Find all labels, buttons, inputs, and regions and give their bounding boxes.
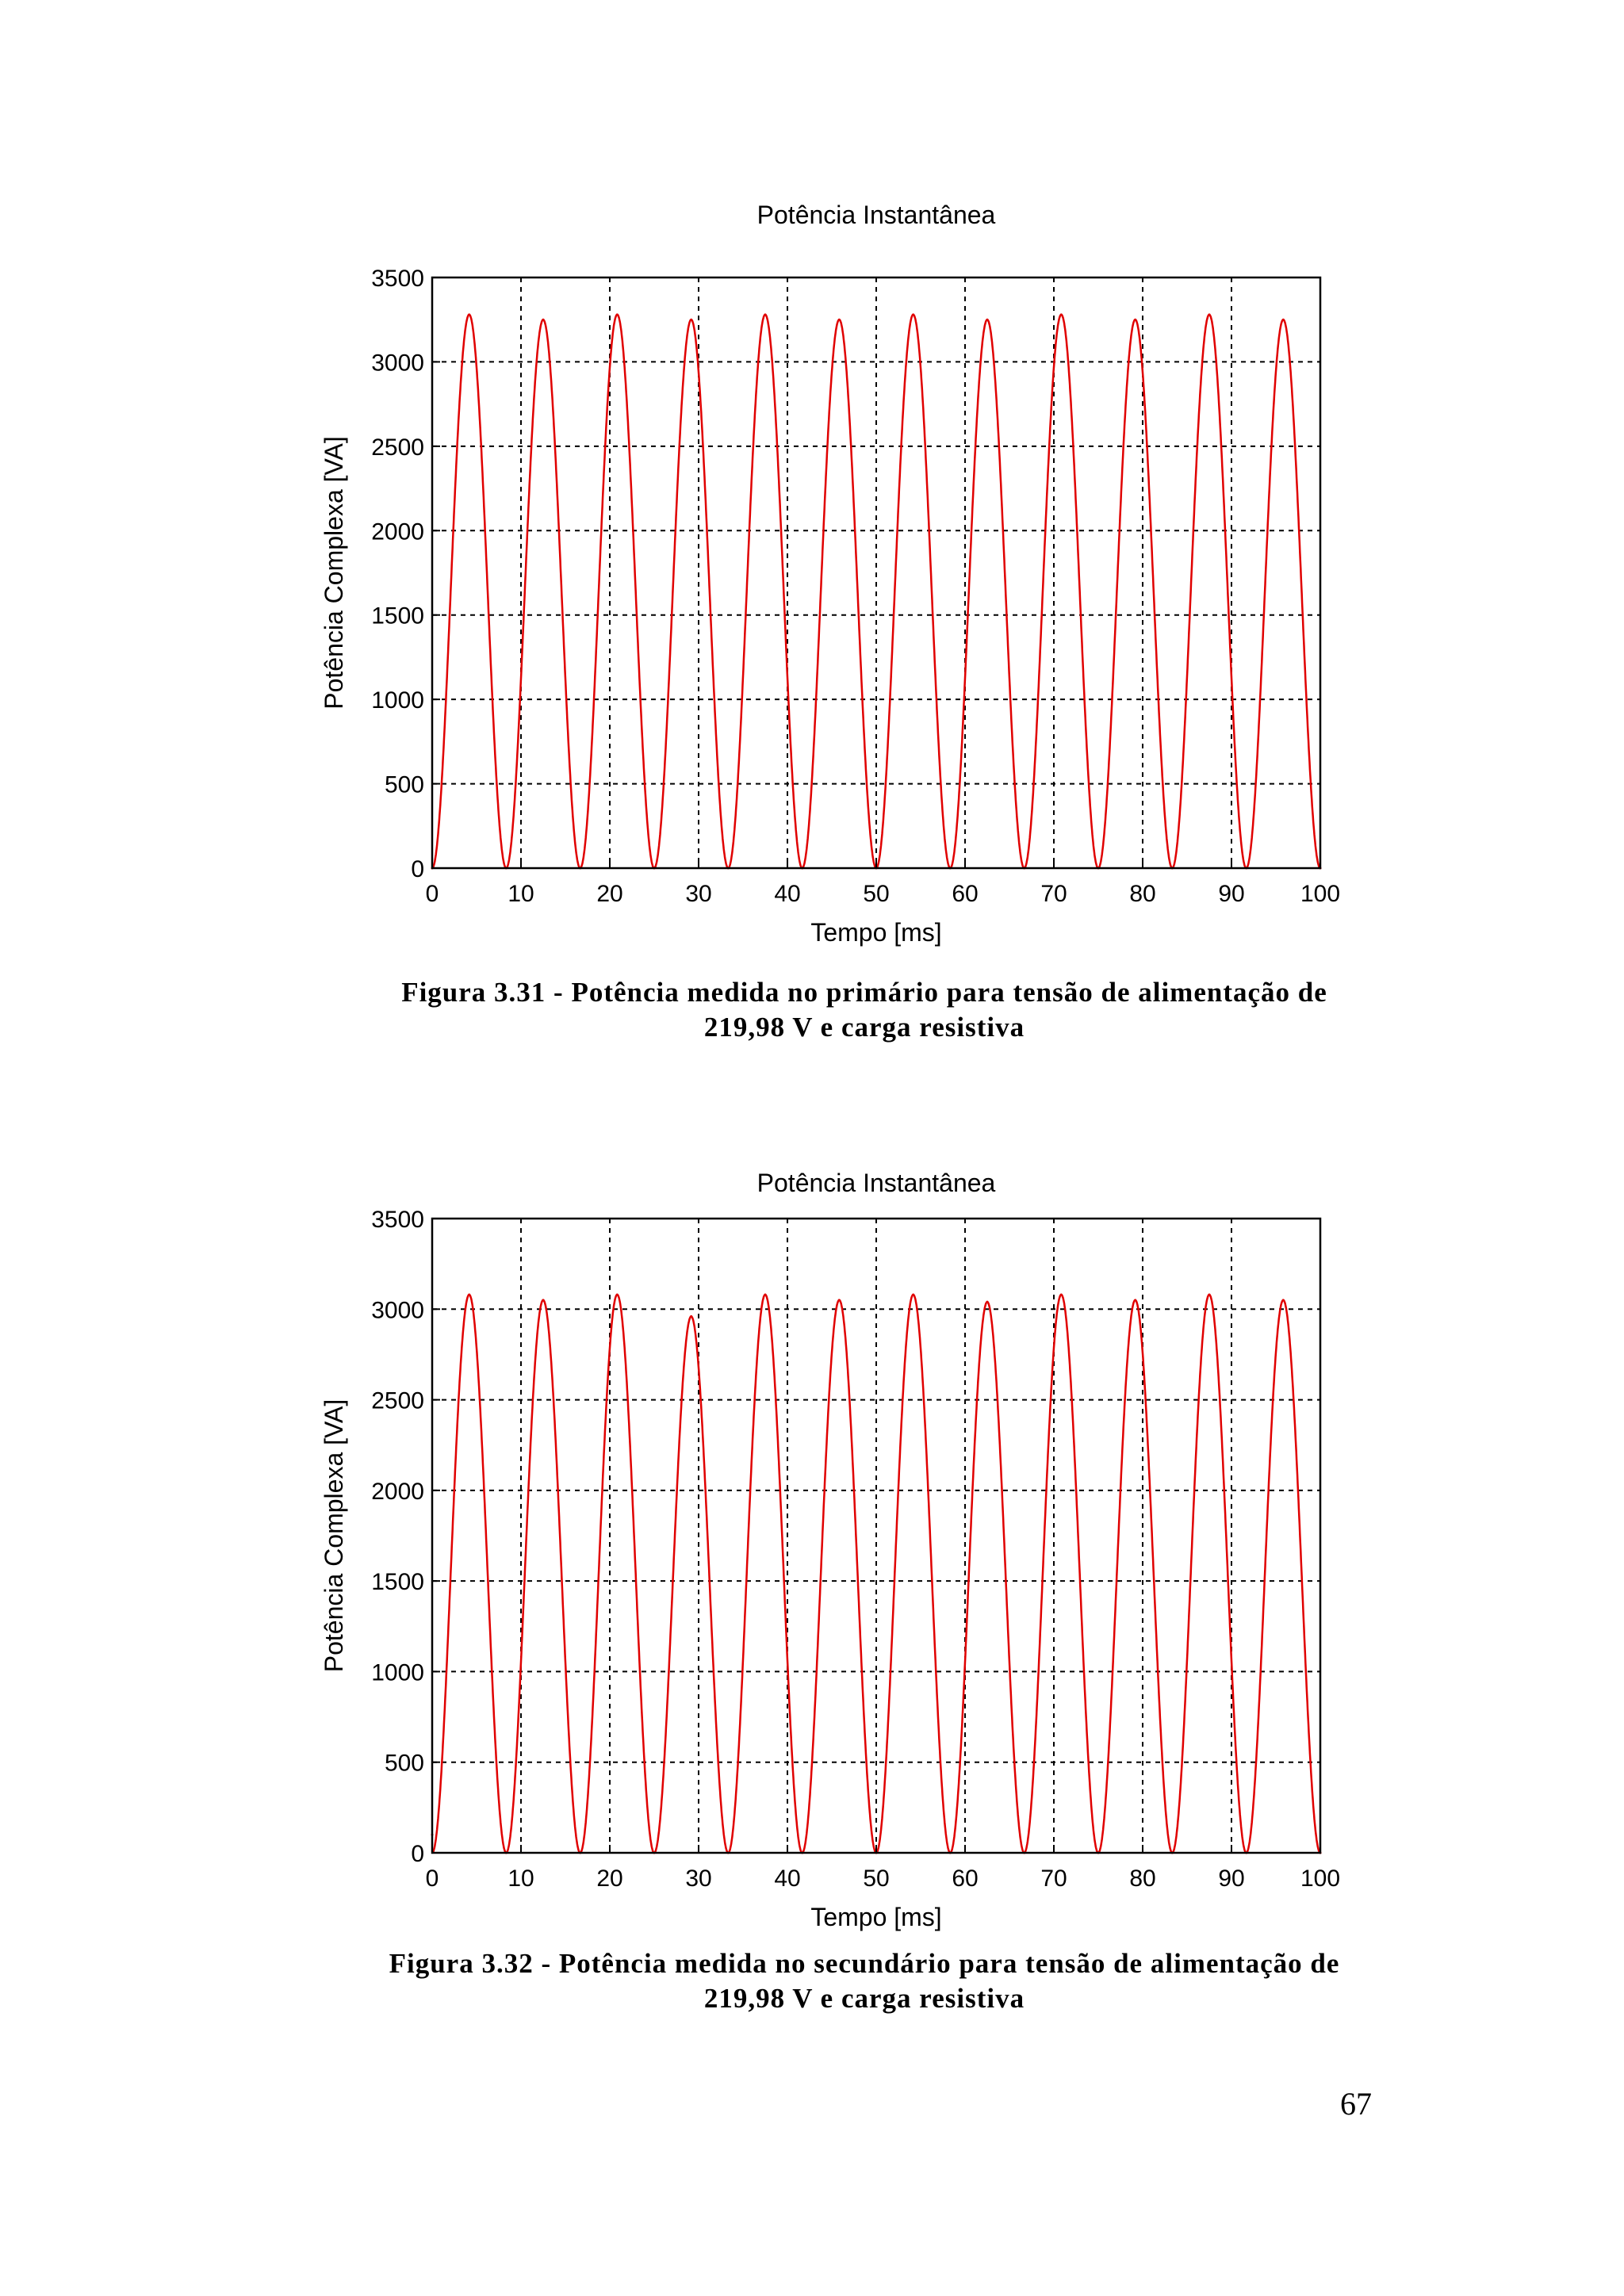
data-point [615, 1293, 619, 1296]
x-tick-label: 60 [952, 1866, 978, 1892]
caption-line-1: Figura 3.32 - Potência medida no secundá… [389, 1948, 1340, 1979]
caption-line-2: 219,98 V e carga resistiva [703, 1983, 1025, 2014]
data-point [1134, 1299, 1137, 1302]
data-point [542, 318, 545, 321]
data-point [468, 1293, 471, 1296]
y-tick-label: 2500 [371, 434, 424, 461]
y-tick-label: 0 [411, 856, 424, 882]
data-point [1281, 318, 1285, 321]
data-point [1281, 1299, 1285, 1302]
y-tick-label: 3500 [371, 266, 424, 292]
x-tick-label: 50 [863, 1866, 889, 1892]
x-tick-label: 70 [1040, 881, 1067, 907]
y-tick-label: 500 [385, 772, 424, 798]
data-point [986, 1300, 989, 1303]
y-tick-label: 1500 [371, 1569, 424, 1595]
x-tick-label: 30 [685, 1866, 711, 1892]
data-point [837, 318, 841, 321]
data-point [764, 313, 767, 316]
x-tick-label: 20 [596, 881, 622, 907]
data-point [837, 1299, 841, 1302]
x-tick-label: 0 [426, 1866, 439, 1892]
data-point [1059, 1293, 1063, 1296]
chart-title: Potência Instantânea [757, 1169, 996, 1197]
y-tick-label: 3000 [371, 1297, 424, 1323]
x-axis-label: Tempo [ms] [810, 1903, 941, 1931]
x-tick-label: 0 [426, 881, 439, 907]
y-tick-label: 1000 [371, 687, 424, 714]
data-point [986, 318, 989, 321]
data-point [912, 1293, 915, 1296]
x-tick-label: 40 [774, 881, 800, 907]
x-tick-label: 100 [1300, 1866, 1340, 1892]
x-tick-label: 100 [1300, 881, 1340, 907]
x-tick-label: 20 [596, 1866, 622, 1892]
y-tick-label: 3500 [371, 1207, 424, 1233]
data-point [1134, 318, 1137, 321]
y-tick-label: 1000 [371, 1659, 424, 1686]
caption-line-2: 219,98 V e carga resistiva [703, 1012, 1025, 1043]
data-point [542, 1299, 545, 1302]
x-tick-label: 80 [1129, 881, 1155, 907]
y-tick-label: 0 [411, 1841, 424, 1867]
figure-caption-3-32: Figura 3.32 - Potência medida no secundá… [301, 1946, 1427, 2016]
y-tick-label: 3000 [371, 350, 424, 376]
y-tick-label: 2000 [371, 519, 424, 545]
chart-title: Potência Instantânea [757, 201, 996, 229]
y-tick-label: 1500 [371, 603, 424, 629]
page-number: 67 [1340, 2086, 1372, 2122]
data-point [764, 1293, 767, 1296]
data-point [690, 318, 693, 321]
data-point [1208, 313, 1211, 316]
data-point [1208, 1293, 1211, 1296]
y-tick-label: 2000 [371, 1479, 424, 1505]
x-tick-label: 10 [508, 881, 534, 907]
data-point [468, 313, 471, 316]
x-tick-label: 40 [774, 1866, 800, 1892]
chart-primary-power: 0 10 20 30 40 50 60 70 80 90 100050010001500200025… [320, 201, 1340, 947]
x-tick-label: 80 [1129, 1866, 1155, 1892]
y-axis-label: Potência Complexa [VA] [320, 1399, 348, 1672]
y-tick-label: 500 [385, 1751, 424, 1777]
caption-line-1: Figura 3.31 - Potência medida no primári… [401, 977, 1327, 1008]
x-tick-label: 10 [508, 1866, 534, 1892]
x-tick-label: 90 [1218, 881, 1244, 907]
figure-caption-3-31: Figura 3.31 - Potência medida no primári… [301, 975, 1427, 1045]
data-point [690, 1314, 693, 1318]
data-point [912, 313, 915, 316]
data-point [1059, 313, 1063, 316]
x-axis-label: Tempo [ms] [810, 918, 941, 947]
x-tick-label: 60 [952, 881, 978, 907]
x-tick-label: 90 [1218, 1866, 1244, 1892]
x-tick-label: 70 [1040, 1866, 1067, 1892]
y-tick-label: 2500 [371, 1388, 424, 1414]
x-tick-label: 30 [685, 881, 711, 907]
x-tick-label: 50 [863, 881, 889, 907]
data-point [615, 313, 619, 316]
y-axis-label: Potência Complexa [VA] [320, 436, 348, 709]
chart-secondary-power: 0 10 20 30 40 50 60 70 80 90 100050010001500200025… [320, 1169, 1340, 1931]
